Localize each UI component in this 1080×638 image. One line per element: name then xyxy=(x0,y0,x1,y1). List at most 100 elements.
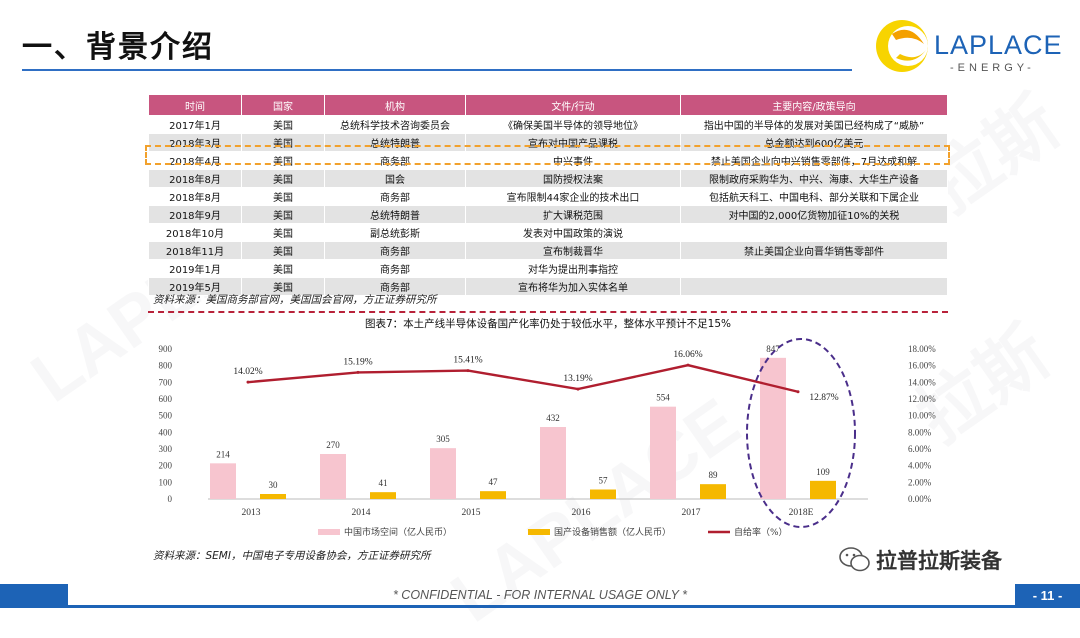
line-value-label: 16.06% xyxy=(673,350,702,360)
table-cell: 商务部 xyxy=(324,151,466,170)
y-left-tick-label: 0 xyxy=(168,494,173,504)
bar-market-size xyxy=(320,454,346,499)
line-point xyxy=(466,369,470,373)
x-tick-label: 2016 xyxy=(572,508,591,518)
line-value-label: 12.87% xyxy=(809,393,838,403)
table-cell: 2019年1月 xyxy=(148,259,242,278)
y-right-tick-label: 0.00% xyxy=(908,494,932,504)
table-cell xyxy=(680,259,948,278)
policy-events-table: 时间 国家 机构 文件/行动 主要内容/政策导向 2017年1月 美国 总统科学技术… xyxy=(148,94,948,296)
table-cell xyxy=(680,277,948,296)
line-point xyxy=(246,380,250,384)
line-point xyxy=(796,390,800,394)
legend-label: 中国市场空间（亿人民币） xyxy=(344,526,452,538)
y-right-tick-label: 10.00% xyxy=(908,411,936,421)
table-cell: 宣布将华为加入实体名单 xyxy=(465,277,681,296)
table-cell: 总统科学技术咨询委员会 xyxy=(324,115,466,134)
table-cell: 美国 xyxy=(241,115,325,134)
y-right-tick-label: 12.00% xyxy=(908,394,936,404)
table-cell: 2018年8月 xyxy=(148,169,242,188)
table-row: 2019年5月 美国 商务部 宣布将华为加入实体名单 xyxy=(148,277,948,296)
bar-value-label: 57 xyxy=(599,476,609,486)
table-cell: 对华为提出刑事指控 xyxy=(465,259,681,278)
table-row: 2018年10月 美国 副总统彭斯 发表对中国政策的演说 xyxy=(148,223,948,242)
line-point xyxy=(576,387,580,391)
table-cell: 扩大课税范围 xyxy=(465,205,681,224)
column-header: 时间 xyxy=(148,94,242,116)
wechat-icon xyxy=(839,547,870,572)
bar-domestic-sales xyxy=(480,491,506,499)
y-right-tick-label: 4.00% xyxy=(908,461,932,471)
chart-source: 资料来源：SEMI，中国电子专用设备协会，方正证券研究所 xyxy=(153,550,431,562)
table-cell: 美国 xyxy=(241,169,325,188)
y-left-tick-label: 300 xyxy=(159,444,173,454)
y-right-tick-label: 14.00% xyxy=(908,377,936,387)
highlight-ellipse xyxy=(746,338,856,528)
y-right-tick-label: 16.00% xyxy=(908,361,936,371)
table-row: 2019年1月 美国 商务部 对华为提出刑事指控 xyxy=(148,259,948,278)
line-value-label: 13.19% xyxy=(563,374,592,384)
table-cell: 商务部 xyxy=(324,187,466,206)
table-cell: 2018年3月 xyxy=(148,133,242,152)
table-cell: 2018年11月 xyxy=(148,241,242,260)
table-cell: 2018年8月 xyxy=(148,187,242,206)
column-header: 主要内容/政策导向 xyxy=(680,94,948,116)
table-cell: 指出中国的半导体的发展对美国已经构成了“威胁” xyxy=(680,115,948,134)
table-cell: 对中国的2,000亿货物加征10%的关税 xyxy=(680,205,948,224)
table-cell: 2019年5月 xyxy=(148,277,242,296)
y-left-tick-label: 800 xyxy=(159,361,173,371)
table-cell: 总统特朗普 xyxy=(324,133,466,152)
localization-rate-chart: 0 100 200 300 400 500 600 700 800 900 0.00% 2.00% 4.… xyxy=(159,338,936,538)
x-tick-label: 2018E xyxy=(789,508,814,518)
table-cell: 《确保美国半导体的领导地位》 xyxy=(465,115,681,134)
y-right-tick-label: 6.00% xyxy=(908,444,932,454)
table-cell: 总金额达到600亿美元 xyxy=(680,133,948,152)
table-cell: 禁止美国企业向晋华销售零部件 xyxy=(680,241,948,260)
bar-value-label: 89 xyxy=(709,470,719,480)
table-cell: 包括航天科工、中国电科、部分关联和下属企业 xyxy=(680,187,948,206)
legend-label: 国产设备销售额（亿人民币） xyxy=(554,526,671,538)
y-left-tick-label: 200 xyxy=(159,461,173,471)
line-value-label: 15.19% xyxy=(343,357,372,367)
legend-label: 自给率（%） xyxy=(734,526,788,538)
table-cell: 禁止美国企业向中兴销售零部件，7月达成和解 xyxy=(680,151,948,170)
y-left-tick-label: 500 xyxy=(159,411,173,421)
bar-value-label: 41 xyxy=(379,478,388,488)
bar-domestic-sales xyxy=(810,480,836,499)
table-cell: 国会 xyxy=(324,169,466,188)
page-number: - 11 - xyxy=(1015,584,1080,608)
table-source: 资料来源：美国商务部官网，美国国会官网，方正证券研究所 xyxy=(153,294,437,306)
column-header: 国家 xyxy=(241,94,325,116)
bar-market-size xyxy=(210,463,236,499)
bar-domestic-sales xyxy=(700,484,726,499)
logo-text: LAPLACE xyxy=(934,30,1063,60)
table-cell: 2018年4月 xyxy=(148,151,242,170)
y-right-tick-label: 8.00% xyxy=(908,427,932,437)
table-row: 2017年1月 美国 总统科学技术咨询委员会 《确保美国半导体的领导地位》 指出中国的半… xyxy=(148,115,948,134)
wechat-account-name: 拉普拉斯装备 xyxy=(876,549,1002,573)
table-row: 2018年8月 美国 国会 国防授权法案 限制政府采购华为、中兴、海康、大华生产设备 xyxy=(148,169,948,188)
x-tick-label: 2017 xyxy=(682,508,701,518)
table-cell: 美国 xyxy=(241,259,325,278)
bar-value-label: 305 xyxy=(436,434,450,444)
table-cell: 发表对中国政策的演说 xyxy=(465,223,681,242)
y-left-tick-label: 400 xyxy=(159,427,173,437)
page-title: 一、背景介绍 xyxy=(22,30,214,65)
line-value-label: 15.41% xyxy=(453,356,482,366)
confidential-notice: * CONFIDENTIAL - FOR INTERNAL USAGE ONLY… xyxy=(392,588,688,602)
y-left-tick-label: 700 xyxy=(159,377,173,387)
table-cell: 限制政府采购华为、中兴、海康、大华生产设备 xyxy=(680,169,948,188)
table-cell: 美国 xyxy=(241,277,325,296)
bar-value-label: 109 xyxy=(816,467,830,477)
table-cell: 美国 xyxy=(241,133,325,152)
column-header: 机构 xyxy=(324,94,466,116)
table-row: 2018年8月 美国 商务部 宣布限制44家企业的技术出口 包括航天科工、中国电科、部分… xyxy=(148,187,948,206)
table-cell: 美国 xyxy=(241,151,325,170)
table-row: 2018年9月 美国 总统特朗普 扩大课税范围 对中国的2,000亿货物加征10%的关税 xyxy=(148,205,948,224)
legend-swatch xyxy=(318,529,340,535)
bar-domestic-sales xyxy=(260,494,286,499)
table-row: 2018年11月 美国 商务部 宣布制裁晋华 禁止美国企业向晋华销售零部件 xyxy=(148,241,948,260)
y-right-tick-label: 2.00% xyxy=(908,477,932,487)
chart-title: 图表7：本土产线半导体设备国产化率仍处于较低水平，整体水平预计不足15% xyxy=(364,318,732,330)
y-left-tick-label: 900 xyxy=(159,344,173,354)
